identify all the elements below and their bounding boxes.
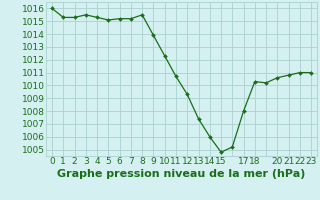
X-axis label: Graphe pression niveau de la mer (hPa): Graphe pression niveau de la mer (hPa) (57, 169, 306, 179)
